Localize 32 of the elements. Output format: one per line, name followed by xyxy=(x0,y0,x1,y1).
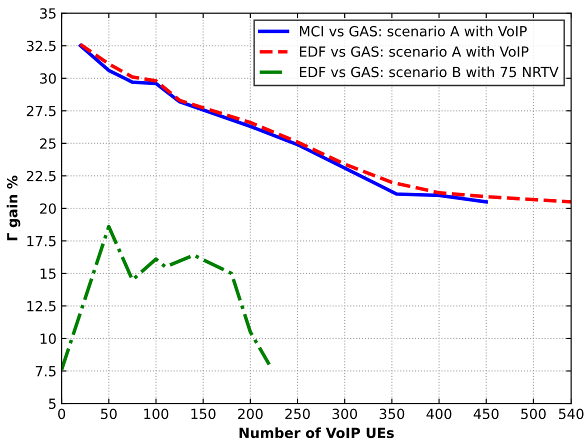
x-tick-label: 0 xyxy=(58,408,66,420)
y-tick-label: 20 xyxy=(40,203,56,214)
y-tick-label: 25 xyxy=(40,138,56,149)
legend-label: MCI vs GAS: scenario A with VoIP xyxy=(300,26,527,36)
legend-label: EDF vs GAS: scenario B with 75 NRTV xyxy=(300,66,559,78)
y-tick-label: 12.5 xyxy=(27,300,56,312)
x-tick-label: 250 xyxy=(285,408,310,420)
y-tick-label: 7.5 xyxy=(36,366,56,376)
legend-label: EDF vs GAS: scenario A with VoIP xyxy=(300,46,528,57)
x-tick-label: 450 xyxy=(474,408,499,420)
x-tick-label: 50 xyxy=(101,408,117,420)
y-tick-label: 27.5 xyxy=(26,106,56,116)
line-series xyxy=(78,42,572,204)
line-series xyxy=(62,224,271,372)
y-tick-label: 32.5 xyxy=(26,40,56,52)
x-tick-label: 400 xyxy=(426,408,452,420)
x-tick-label: 540 xyxy=(558,408,584,420)
x-tick-label: 300 xyxy=(332,408,358,420)
y-tick-label: 35 xyxy=(40,8,56,19)
y-tick-label: 10 xyxy=(40,333,56,344)
x-tick-label: 350 xyxy=(380,408,404,420)
y-tick-label: 5 xyxy=(49,398,56,409)
x-tick-label: 100 xyxy=(144,408,168,420)
x-tick-label: 150 xyxy=(191,408,216,420)
y-tick-label: 22.5 xyxy=(26,170,56,182)
y-tick-label: 17.5 xyxy=(27,236,56,246)
y-axis-title: Γ gain % xyxy=(6,176,20,240)
y-tick-label: 15 xyxy=(40,268,56,279)
x-tick-label: 200 xyxy=(238,408,263,420)
x-tick-label: 500 xyxy=(521,408,546,420)
y-tick-label: 30 xyxy=(40,73,56,84)
x-axis-title: Number of VoIP UEs xyxy=(240,427,394,438)
